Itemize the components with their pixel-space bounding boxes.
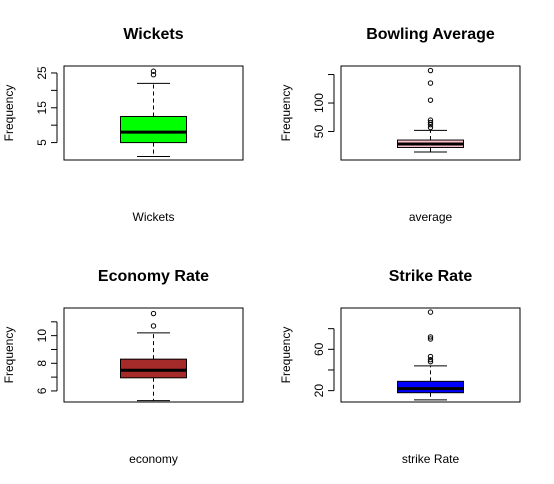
y-axis-label: Frequency — [279, 85, 293, 142]
y-tick-label: 25 — [35, 66, 49, 80]
plot-frame — [340, 307, 521, 403]
plot-frame — [63, 65, 244, 161]
outlier-point — [427, 124, 434, 131]
y-tick-label: 10 — [35, 329, 49, 343]
outlier-point — [150, 72, 157, 78]
y-tick-label: 50 — [312, 125, 326, 139]
boxplot-panel: Economy Rate economy Frequency 6 8 10 — [2, 268, 244, 466]
plot-frame — [340, 65, 521, 161]
chart-title: Economy Rate — [98, 268, 209, 285]
plot-frame — [63, 307, 244, 403]
boxplot-panel: Strike Rate strike Rate Frequency 20 60 — [279, 268, 521, 466]
x-axis-label: strike Rate — [402, 452, 460, 466]
boxplot-panel: Wickets Wickets Frequency 5 15 25 — [2, 26, 244, 224]
outlier-point — [150, 323, 157, 329]
chart-title: Wickets — [123, 26, 183, 43]
y-tick-label: 15 — [35, 101, 49, 115]
boxplot-panel: Bowling Average average Frequency 50 100 — [279, 26, 521, 224]
outlier-point — [427, 80, 434, 86]
outlier-point — [427, 67, 434, 74]
y-tick-label: 5 — [35, 139, 49, 146]
y-tick-label: 60 — [312, 342, 326, 356]
outlier-point — [427, 334, 434, 340]
y-axis-label: Frequency — [2, 85, 16, 142]
outlier-point — [427, 356, 434, 363]
y-tick-label: 8 — [35, 360, 49, 367]
x-axis-label: Wickets — [133, 210, 175, 224]
y-tick-label: 6 — [35, 387, 49, 394]
x-axis-label: average — [409, 210, 453, 224]
box-iqr — [120, 115, 187, 144]
y-tick-label: 100 — [312, 93, 326, 113]
outlier-point — [427, 119, 434, 126]
outlier-point — [427, 359, 434, 365]
outlier-point — [150, 68, 157, 74]
y-tick-label: 20 — [312, 384, 326, 398]
outlier-point — [427, 117, 434, 123]
outlier-point — [427, 336, 434, 342]
y-axis-label: Frequency — [279, 327, 293, 384]
y-axis-label: Frequency — [2, 327, 16, 384]
chart-title: Strike Rate — [389, 268, 473, 285]
x-axis-label: economy — [129, 452, 178, 466]
outlier-point — [150, 310, 157, 317]
chart-title: Bowling Average — [366, 26, 495, 43]
outlier-point — [427, 97, 434, 103]
outlier-point — [427, 309, 434, 315]
box-iqr — [120, 358, 187, 379]
box-iqr — [397, 380, 464, 394]
outlier-point — [427, 353, 434, 360]
